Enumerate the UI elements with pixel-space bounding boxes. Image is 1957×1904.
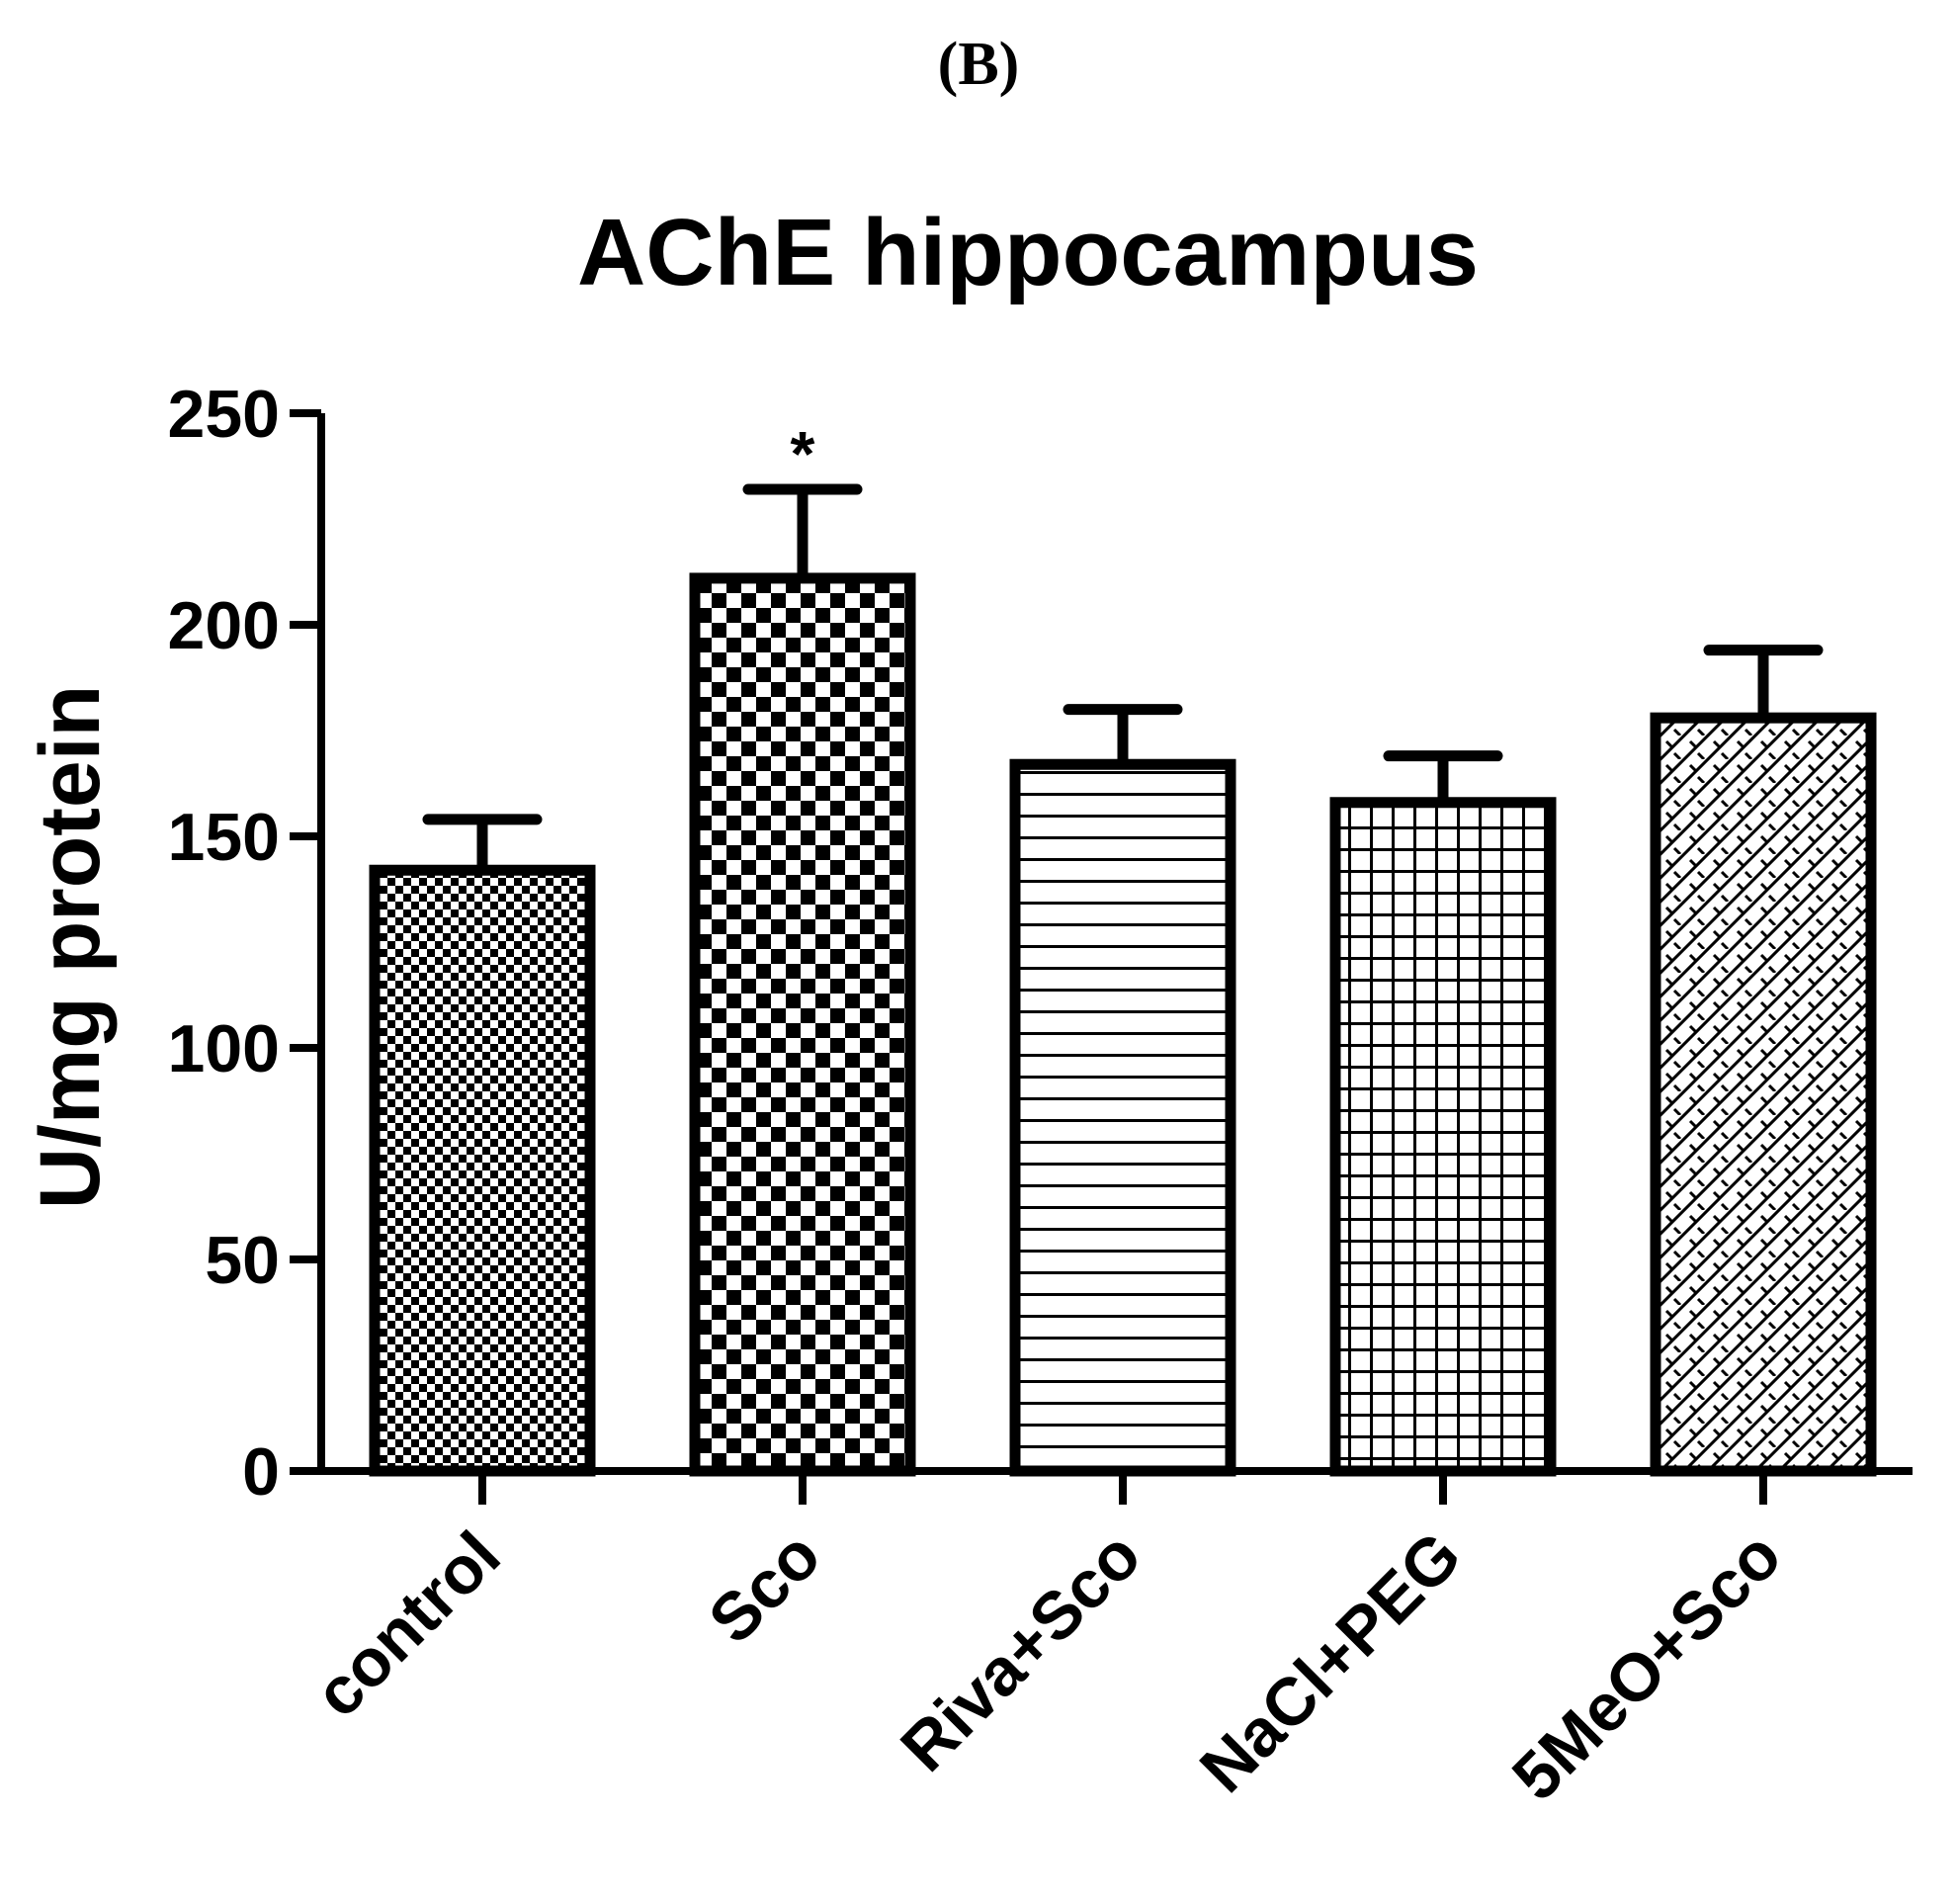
x-tick-label-Riva+Sco: Riva+Sco — [887, 1517, 1155, 1786]
x-tick-label-Sco: Sco — [695, 1517, 835, 1658]
bar-NaCl+PEG — [1329, 797, 1557, 1477]
panel-label: (B) — [937, 31, 1020, 98]
y-tick-label: 50 — [205, 1223, 280, 1298]
significance-marker: * — [791, 418, 815, 489]
y-tick-label: 200 — [168, 588, 280, 663]
bar-control — [369, 864, 596, 1477]
x-tick-label-NaCl+PEG: NaCl+PEG — [1186, 1517, 1476, 1807]
bar-Sco — [689, 572, 916, 1477]
bar-5MeO+Sco — [1650, 712, 1877, 1477]
y-tick-label: 150 — [168, 800, 280, 875]
y-tick-label: 250 — [168, 377, 280, 452]
x-tick-label-5MeO+Sco: 5MeO+Sco — [1498, 1517, 1796, 1815]
y-tick-label: 100 — [168, 1011, 280, 1086]
y-axis-label: U/mg protein — [23, 685, 118, 1209]
chart-title: AChE hippocampus — [577, 200, 1479, 305]
bar-Riva+Sco — [1009, 758, 1236, 1477]
x-tick-label-control: control — [300, 1517, 515, 1732]
y-tick-label: 0 — [242, 1434, 280, 1510]
